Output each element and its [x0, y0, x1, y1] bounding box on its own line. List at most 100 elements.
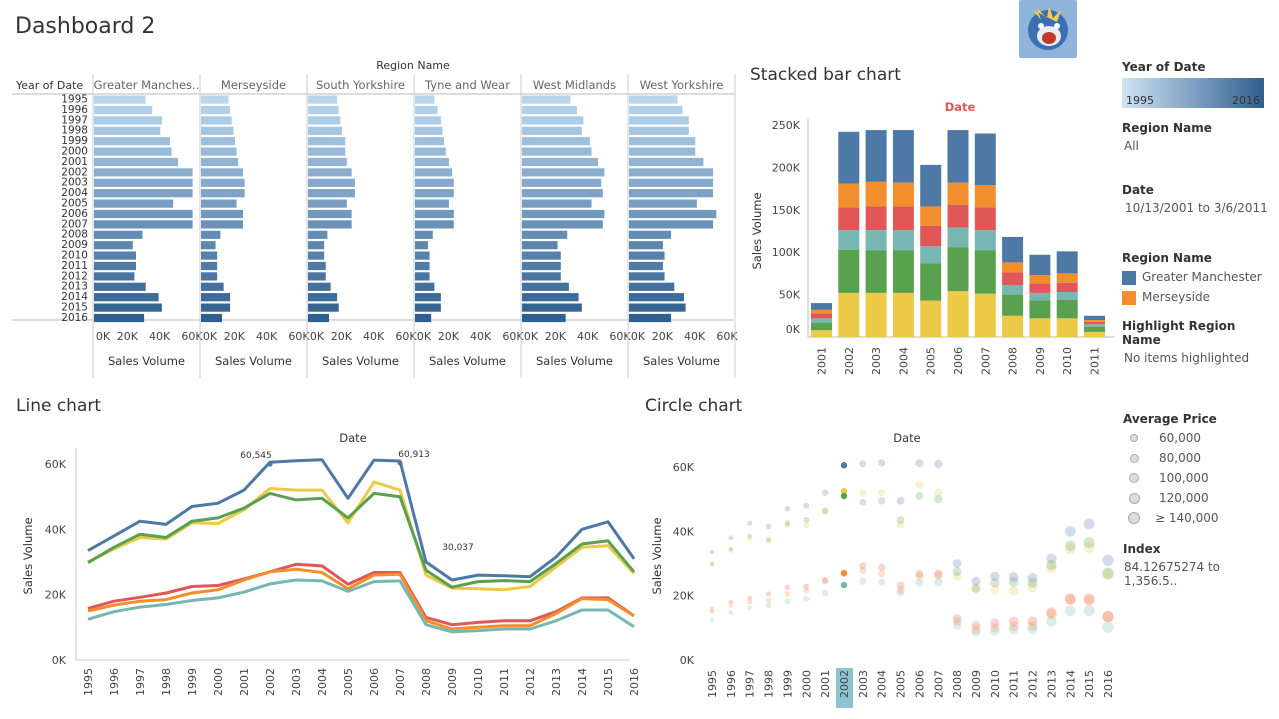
- price-circle: [1083, 537, 1095, 549]
- price-circle: [709, 561, 715, 567]
- price-circle: [784, 520, 791, 527]
- legend-item-greater-manchester[interactable]: Greater Manchester: [1122, 267, 1272, 287]
- stacked-segment: [838, 183, 860, 208]
- region-year-bar: [415, 199, 449, 208]
- x-tick-label: 60K: [181, 330, 203, 343]
- stacked-segment: [1084, 326, 1105, 332]
- price-circle: [803, 522, 810, 529]
- region-year-bar: [308, 157, 347, 167]
- price-circle: [1102, 569, 1114, 581]
- x-tick-label: 2006: [913, 670, 926, 698]
- region-year-bar: [522, 230, 568, 239]
- circle-header: Date: [893, 431, 921, 445]
- region-year-bar: [629, 116, 689, 125]
- size-circle-icon: [1129, 473, 1139, 483]
- size-legend-item[interactable]: ≥ 140,000: [1123, 508, 1273, 528]
- legend-item-merseyside[interactable]: Merseyside: [1122, 287, 1272, 307]
- x-tick-label: 2000: [800, 670, 813, 698]
- index-value[interactable]: 84.12675274 to 1,356.5..: [1124, 560, 1221, 588]
- stacked-segment: [838, 230, 860, 250]
- price-circle: [990, 623, 1000, 633]
- series-line: [87, 562, 635, 627]
- stacked-segment: [1002, 315, 1024, 337]
- size-legend-item[interactable]: 100,000: [1123, 468, 1273, 488]
- price-circle: [1046, 563, 1057, 574]
- price-circle: [840, 569, 848, 577]
- price-circle: [803, 595, 810, 602]
- price-circle: [878, 563, 886, 572]
- price-circle: [878, 489, 886, 497]
- region-year-bar: [201, 168, 244, 177]
- stacked-segment: [920, 164, 942, 207]
- region-year-bar: [629, 105, 683, 115]
- price-circle: [1008, 572, 1019, 582]
- x-axis-title: Sales Volume: [322, 354, 399, 368]
- date-filter-value[interactable]: 10/13/2001 to 3/6/2011: [1125, 201, 1268, 215]
- y-axis-title: Sales Volume: [21, 517, 35, 594]
- price-circle: [747, 533, 753, 539]
- price-circle: [896, 496, 905, 505]
- x-tick-label: 2006: [368, 668, 381, 696]
- region-year-bar: [94, 282, 146, 291]
- year-row-header: Year of Date: [15, 79, 83, 92]
- region-year-bar: [629, 272, 665, 281]
- stacked-segment: [1084, 324, 1105, 327]
- region-year-bar: [94, 303, 162, 312]
- price-circle: [1083, 518, 1095, 530]
- size-legend-item[interactable]: 120,000: [1123, 488, 1273, 508]
- price-circle: [784, 584, 791, 591]
- stacked-segment: [892, 292, 914, 337]
- highlight-value[interactable]: No items highlighted: [1124, 351, 1250, 365]
- price-circle: [728, 535, 734, 541]
- x-axis-title: Sales Volume: [108, 354, 185, 368]
- region-year-bar: [94, 199, 174, 208]
- price-circle: [709, 617, 715, 622]
- stacked-segment: [1002, 285, 1024, 295]
- x-axis-title: Sales Volume: [643, 354, 720, 368]
- size-legend-item[interactable]: 60,000: [1123, 428, 1273, 448]
- region-column-header: Greater Manches..: [94, 78, 200, 92]
- price-circle: [709, 550, 715, 555]
- region-year-bar: [94, 293, 159, 302]
- x-tick-label: 2008: [951, 670, 964, 698]
- region-year-bar: [522, 272, 561, 281]
- region-year-bar: [308, 147, 346, 156]
- price-circle: [990, 585, 1000, 595]
- region-year-bar: [201, 189, 245, 198]
- region-year-bar: [308, 261, 326, 271]
- x-tick-label: 40K: [149, 330, 171, 343]
- price-circle: [709, 561, 715, 566]
- price-circle: [990, 618, 1000, 628]
- x-tick-label: 2011: [1008, 670, 1021, 698]
- stacked-segment: [947, 130, 969, 183]
- x-tick-label: 60K: [609, 330, 631, 343]
- annotation-label: 60,545: [240, 451, 272, 461]
- region-year-bar: [201, 251, 218, 260]
- price-circle: [1102, 567, 1114, 579]
- region-year-bar: [94, 147, 172, 156]
- stacked-segment: [1084, 315, 1105, 321]
- price-circle: [1027, 582, 1038, 593]
- region-year-bar: [522, 209, 605, 219]
- region-year-bar: [522, 261, 561, 271]
- x-tick-label: 1999: [781, 670, 794, 698]
- region-year-bar: [201, 303, 231, 312]
- size-legend-item[interactable]: 80,000: [1123, 448, 1273, 468]
- stacked-segment: [892, 130, 914, 183]
- region-filter-value[interactable]: All: [1124, 139, 1139, 153]
- stacked-segment: [1029, 275, 1051, 284]
- circle-legend: Average Price 60,000 80,000 100,000 120,…: [1123, 412, 1273, 588]
- stacked-segment: [1002, 262, 1024, 273]
- y-tick-label: 150K: [772, 204, 801, 217]
- y-tick-label: 40K: [45, 523, 67, 536]
- region-year-bar: [629, 251, 665, 260]
- y-tick-label: 0K: [680, 654, 695, 667]
- price-circle: [952, 559, 962, 568]
- x-tick-label: 0K: [417, 330, 432, 343]
- price-circle: [915, 578, 924, 587]
- region-year-bar: [522, 157, 598, 167]
- x-tick-label: 1997: [134, 668, 147, 696]
- region-year-bar: [94, 168, 193, 177]
- series-line: [87, 491, 636, 589]
- region-year-bar: [415, 116, 441, 125]
